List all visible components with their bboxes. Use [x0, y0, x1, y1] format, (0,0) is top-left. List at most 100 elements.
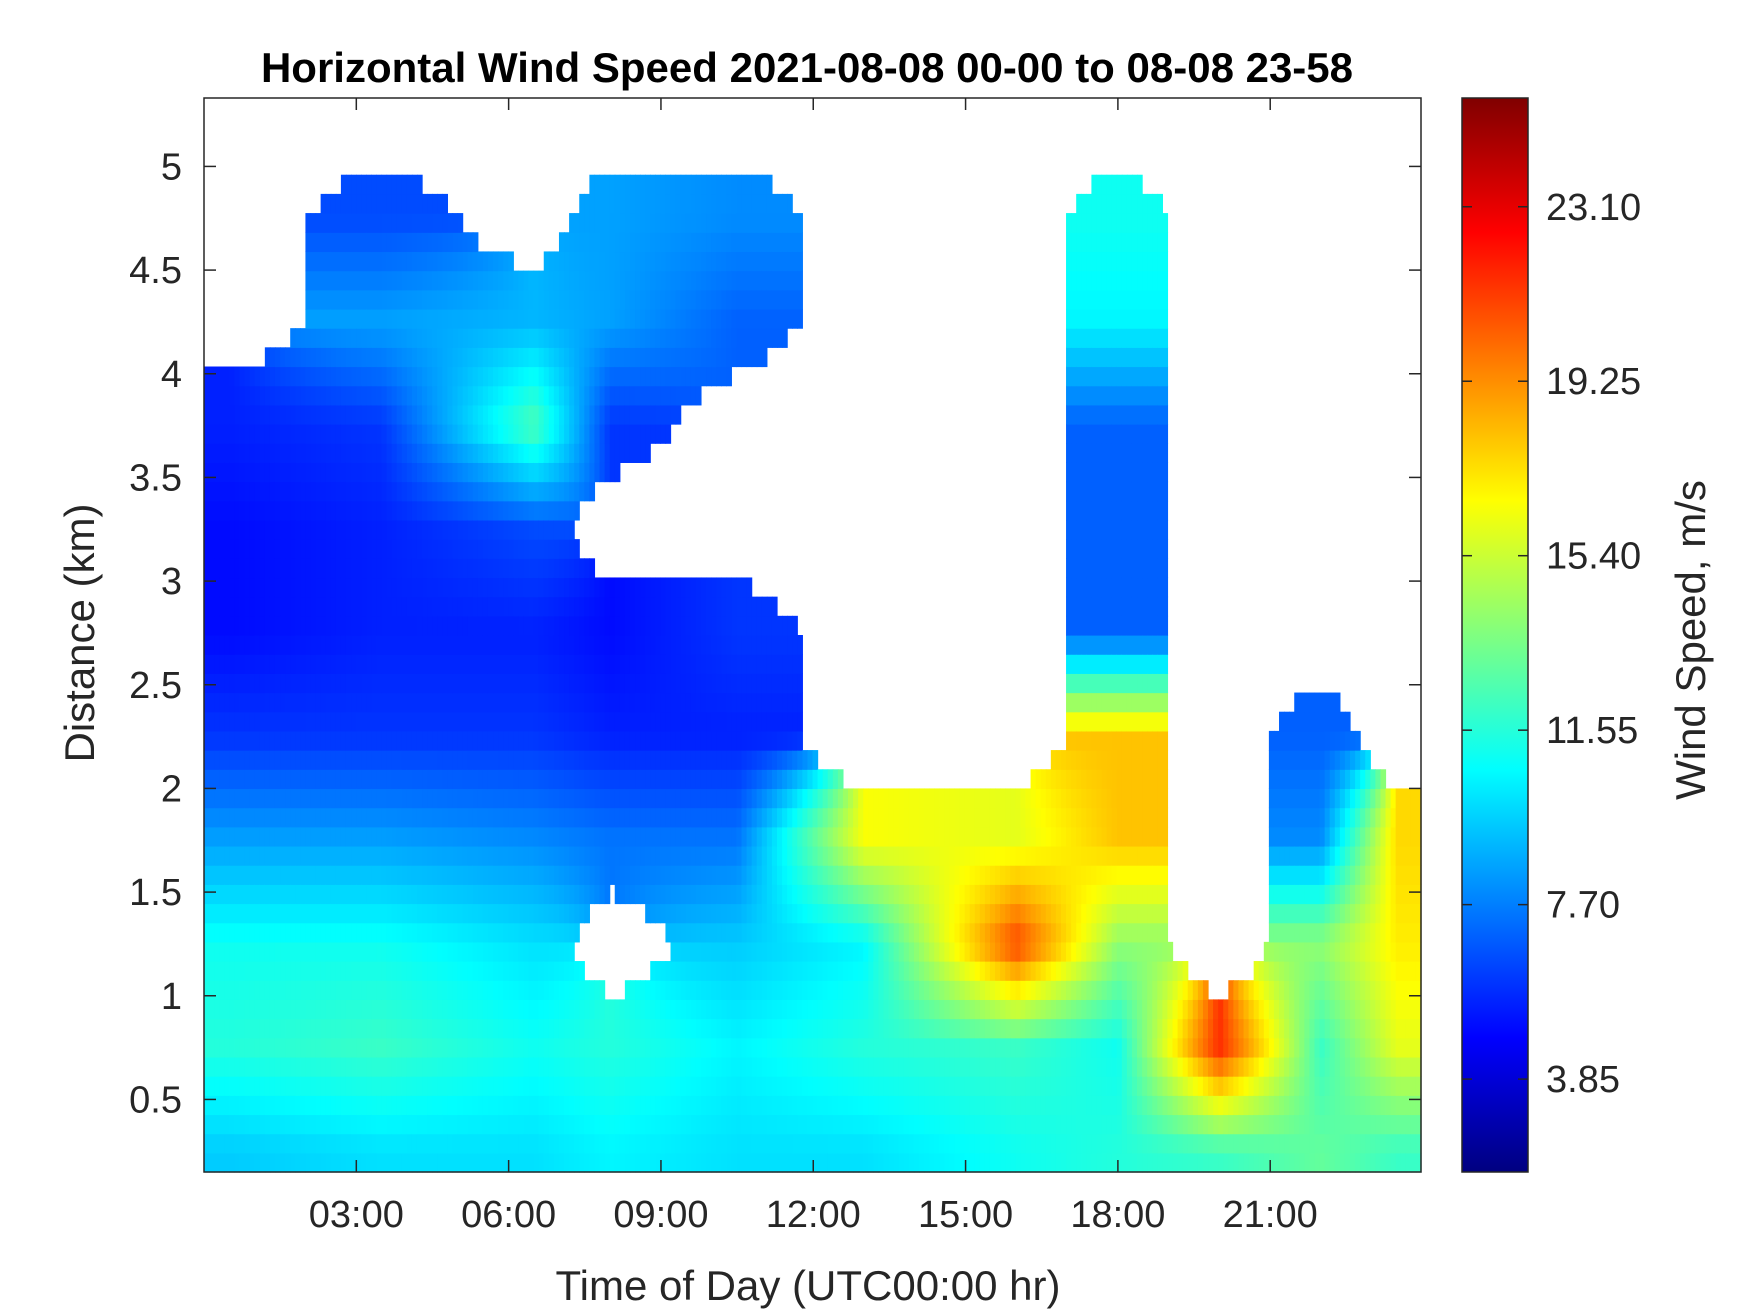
- heatmap-cell: [325, 519, 332, 540]
- heatmap-cell: [254, 481, 261, 502]
- heatmap-cell: [335, 462, 342, 483]
- heatmap-cell: [721, 1152, 727, 1173]
- heatmap-cell: [493, 289, 499, 310]
- heatmap-cell: [401, 788, 408, 809]
- heatmap-cell: [660, 615, 667, 636]
- heatmap-cell: [503, 1076, 509, 1096]
- heatmap-cell: [553, 769, 560, 790]
- heatmap-cell: [721, 251, 727, 272]
- heatmap-cell: [731, 884, 738, 905]
- heatmap-cell: [335, 788, 342, 809]
- heatmap-cell: [726, 903, 732, 924]
- heatmap-cell: [716, 845, 722, 866]
- heatmap-cell: [376, 193, 383, 214]
- heatmap-cell: [665, 999, 672, 1020]
- heatmap-cell: [411, 673, 418, 694]
- heatmap-cell: [726, 251, 732, 272]
- heatmap-cell: [239, 385, 246, 406]
- heatmap-cell: [523, 654, 530, 674]
- heatmap-cell: [467, 961, 474, 981]
- heatmap-cell: [325, 903, 332, 924]
- heatmap-cell: [700, 251, 707, 272]
- heatmap-cell: [285, 826, 291, 847]
- heatmap-cell: [452, 903, 459, 924]
- heatmap-cell: [315, 922, 322, 943]
- heatmap-cell: [629, 308, 636, 329]
- heatmap-cell: [452, 1076, 459, 1096]
- heatmap-cell: [508, 692, 514, 713]
- heatmap-cell: [487, 922, 494, 943]
- heatmap-cell: [442, 1114, 448, 1135]
- heatmap-cell: [340, 385, 347, 406]
- heatmap-cell: [523, 615, 530, 636]
- heatmap-cell: [376, 270, 383, 291]
- heatmap-cell: [300, 1095, 307, 1116]
- heatmap-cell: [447, 289, 454, 310]
- heatmap-cell: [665, 845, 672, 866]
- heatmap-cell: [629, 443, 636, 463]
- heatmap-cell: [300, 999, 307, 1020]
- heatmap-cell: [487, 1018, 494, 1039]
- heatmap-cell: [685, 1095, 692, 1116]
- heatmap-cell: [538, 270, 545, 291]
- heatmap-cell: [219, 615, 225, 636]
- heatmap-cell: [239, 558, 246, 579]
- heatmap-cell: [386, 845, 393, 866]
- heatmap-cell: [670, 922, 677, 943]
- heatmap-cell: [579, 980, 585, 1000]
- heatmap-cell: [452, 328, 459, 348]
- heatmap-cell: [411, 404, 418, 425]
- heatmap-cell: [406, 654, 413, 674]
- heatmap-cell: [224, 1152, 230, 1173]
- heatmap-cell: [548, 289, 555, 310]
- heatmap-cell: [330, 404, 337, 425]
- heatmap-cell: [310, 366, 317, 387]
- heatmap-cell: [518, 903, 525, 924]
- heatmap-cell: [558, 999, 565, 1020]
- heatmap-cell: [422, 1114, 428, 1135]
- heatmap-cell: [295, 769, 301, 790]
- heatmap-cell: [432, 999, 438, 1020]
- heatmap-cell: [660, 845, 667, 866]
- heatmap-cell: [528, 424, 535, 444]
- heatmap-cell: [579, 443, 585, 463]
- heatmap-cell: [660, 1076, 667, 1096]
- heatmap-cell: [254, 750, 261, 770]
- heatmap-cell: [553, 596, 560, 617]
- heatmap-cell: [204, 769, 210, 790]
- heatmap-cell: [427, 673, 433, 694]
- heatmap-cell: [574, 807, 580, 828]
- heatmap-cell: [274, 519, 281, 540]
- heatmap-cell: [386, 807, 393, 828]
- heatmap-cell: [457, 999, 464, 1020]
- heatmap-cell: [584, 366, 590, 387]
- heatmap-cell: [543, 1018, 550, 1039]
- heatmap-cell: [721, 845, 727, 866]
- heatmap-cell: [427, 539, 433, 559]
- heatmap-cell: [503, 481, 509, 502]
- heatmap-cell: [244, 385, 251, 406]
- heatmap-cell: [574, 347, 580, 368]
- heatmap-cell: [209, 443, 215, 463]
- heatmap-cell: [406, 577, 413, 598]
- heatmap-cell: [614, 347, 621, 368]
- heatmap-cell: [335, 1152, 342, 1173]
- heatmap-cell: [690, 385, 697, 406]
- heatmap-cell: [290, 865, 296, 885]
- heatmap-cell: [300, 845, 307, 866]
- heatmap-cell: [472, 424, 479, 444]
- heatmap-cell: [330, 654, 337, 674]
- heatmap-cell: [518, 788, 525, 809]
- heatmap-cell: [416, 999, 423, 1020]
- heatmap-cell: [706, 865, 712, 885]
- heatmap-cell: [624, 788, 631, 809]
- heatmap-cell: [599, 1114, 606, 1135]
- heatmap-cell: [224, 424, 230, 444]
- heatmap-cell: [721, 941, 727, 962]
- heatmap-cell: [442, 769, 448, 790]
- heatmap-cell: [548, 769, 555, 790]
- heatmap-cell: [726, 750, 732, 770]
- heatmap-cell: [249, 615, 256, 636]
- heatmap-cell: [680, 193, 687, 214]
- heatmap-cell: [716, 673, 722, 694]
